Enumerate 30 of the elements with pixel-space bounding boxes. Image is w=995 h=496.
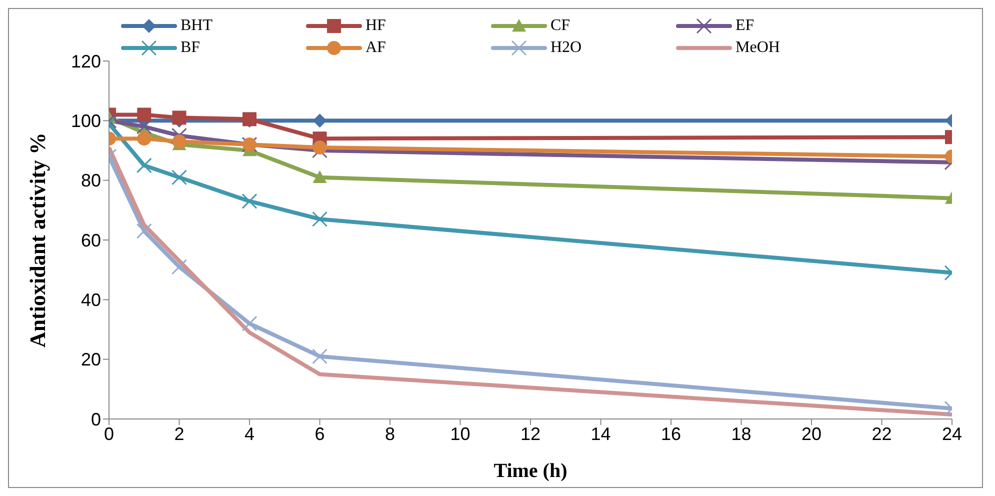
legend-label: AF <box>366 39 386 57</box>
x-tick-label: 22 <box>872 424 892 444</box>
y-tick-label: 20 <box>80 350 101 370</box>
x-tick-label: 4 <box>244 424 255 444</box>
x-tick-label: 20 <box>801 424 822 444</box>
x-tick-label: 24 <box>942 424 962 444</box>
x-tick-label: 12 <box>520 424 541 444</box>
legend-label: BHT <box>180 17 212 35</box>
x-tick-label: 18 <box>731 424 752 444</box>
y-tick-label: 120 <box>70 51 101 72</box>
y-tick-label: 100 <box>70 111 101 132</box>
y-tick-label: 60 <box>80 230 101 250</box>
y-tick-label: 40 <box>80 290 101 310</box>
legend-label: MeOH <box>736 39 780 57</box>
x-tick-label: 0 <box>104 424 114 444</box>
legend-label: HF <box>366 17 386 35</box>
x-tick-label: 16 <box>660 424 682 444</box>
legend-label: EF <box>736 17 754 35</box>
legend-label: CF <box>550 17 570 35</box>
x-tick-label: 14 <box>590 424 611 444</box>
y-tick-label: 80 <box>80 170 101 191</box>
y-axis-title: Antioxidant activity % <box>24 132 50 348</box>
y-tick-label: 0 <box>90 409 101 430</box>
x-tick-label: 6 <box>314 424 325 444</box>
x-tick-label: 10 <box>450 424 470 444</box>
x-tick-label: 8 <box>384 424 396 444</box>
x-axis-title: Time (h) <box>494 460 568 482</box>
x-tick-label: 2 <box>174 424 184 444</box>
legend-label: H2O <box>550 39 582 57</box>
legend-label: BF <box>180 39 200 57</box>
